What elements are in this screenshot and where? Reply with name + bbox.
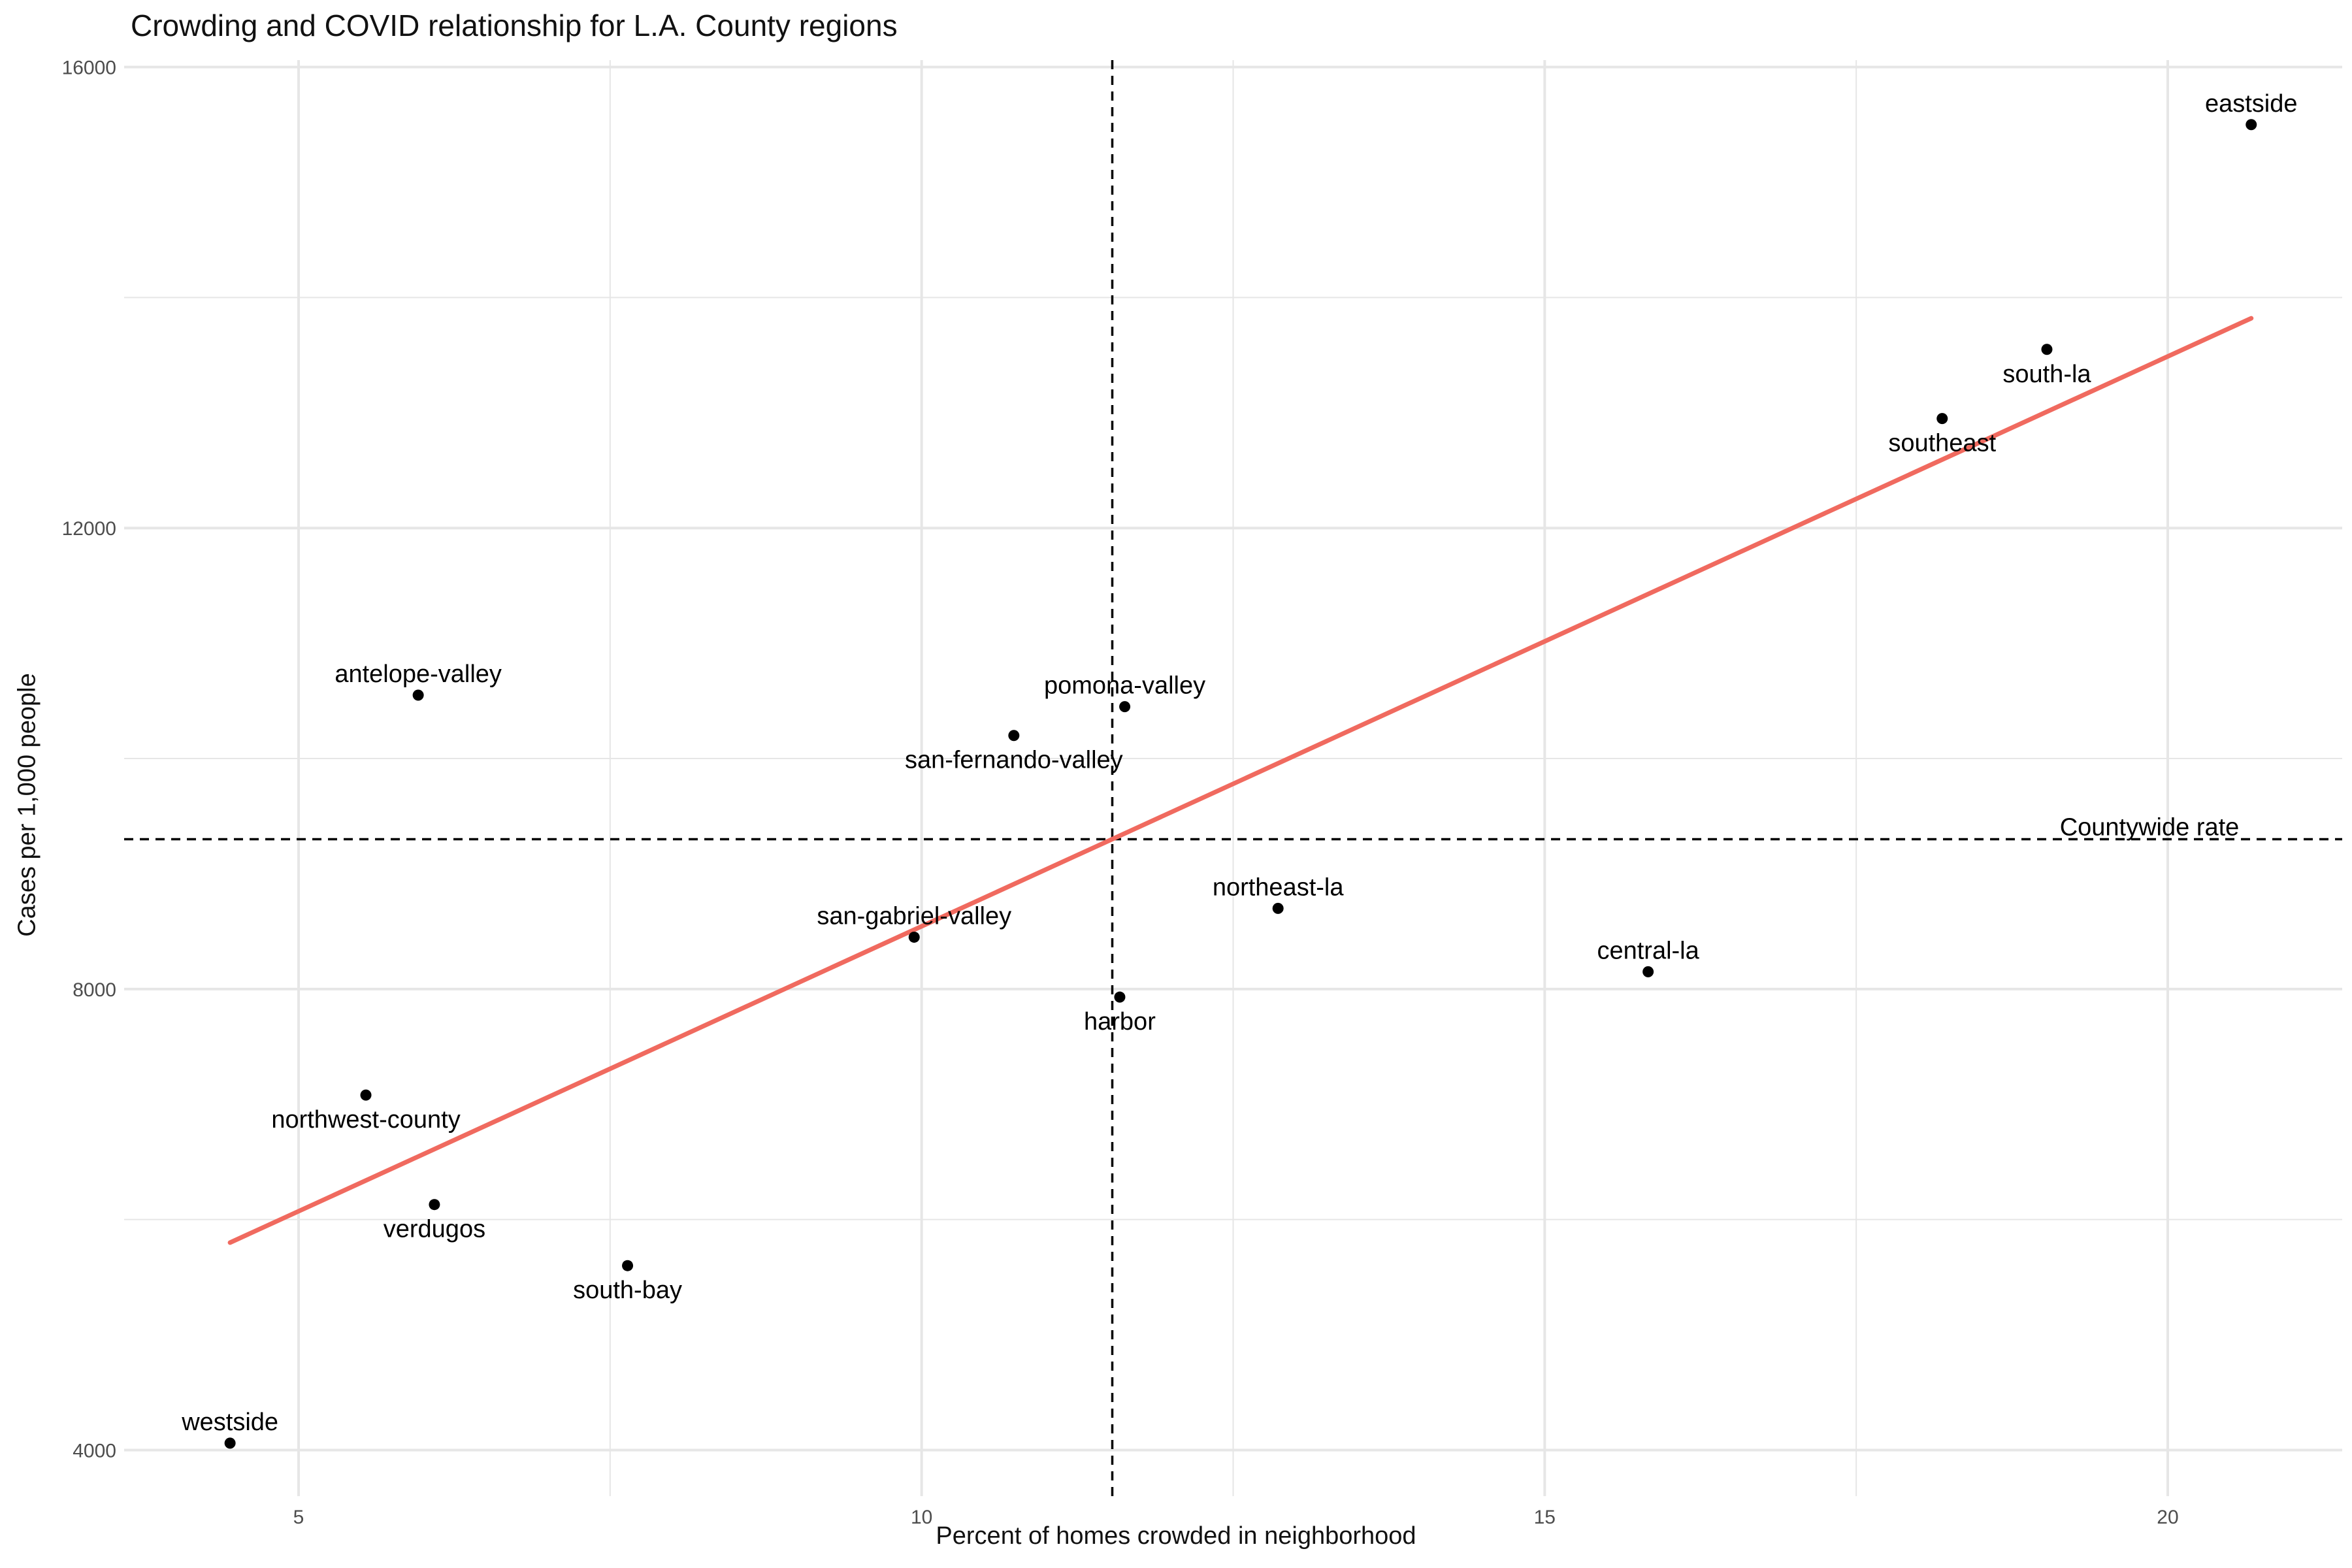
data-point xyxy=(2041,344,2053,355)
point-label: harbor xyxy=(1084,1008,1156,1036)
x-tick-label: 10 xyxy=(911,1507,932,1528)
y-tick-label: 16000 xyxy=(62,57,116,79)
data-point xyxy=(1936,413,1948,425)
regression-line xyxy=(227,316,2254,1245)
data-point xyxy=(2246,119,2257,131)
point-label: northeast-la xyxy=(1213,874,1345,901)
data-point xyxy=(224,1437,236,1449)
y-tick-label: 8000 xyxy=(73,979,116,1001)
point-label: westside xyxy=(181,1409,278,1436)
data-point xyxy=(1008,730,1020,742)
data-point xyxy=(908,931,920,943)
point-label: antelope-valley xyxy=(335,661,502,688)
data-point xyxy=(1114,991,1126,1003)
x-tick-label: 20 xyxy=(2157,1507,2178,1528)
point-label: pomona-valley xyxy=(1044,672,1205,700)
y-tick-label: 4000 xyxy=(73,1440,116,1462)
countywide-rate-label: Countywide rate xyxy=(2060,813,2240,841)
point-label: south-la xyxy=(2002,361,2091,388)
data-point xyxy=(412,689,424,701)
x-axis-title: Percent of homes crowded in neighborhood xyxy=(936,1522,1416,1550)
data-point xyxy=(1642,966,1654,977)
y-tick-label: 12000 xyxy=(62,518,116,540)
point-label: verdugos xyxy=(384,1216,485,1243)
point-label: central-la xyxy=(1597,937,1699,964)
data-point xyxy=(622,1260,634,1271)
point-label: northwest-county xyxy=(271,1106,460,1134)
x-tick-label: 15 xyxy=(1534,1507,1556,1528)
data-point xyxy=(429,1199,440,1211)
point-label: southeast xyxy=(1888,430,1996,457)
x-tick-label: 5 xyxy=(293,1507,304,1528)
chart-title: Crowding and COVID relationship for L.A.… xyxy=(131,8,898,42)
point-label: san-gabriel-valley xyxy=(817,902,1011,930)
point-label: eastside xyxy=(2205,90,2298,118)
data-point xyxy=(360,1089,372,1101)
point-label: south-bay xyxy=(573,1277,682,1304)
data-point xyxy=(1119,701,1131,713)
data-point xyxy=(1272,902,1284,914)
point-label: san-fernando-valley xyxy=(905,747,1123,774)
